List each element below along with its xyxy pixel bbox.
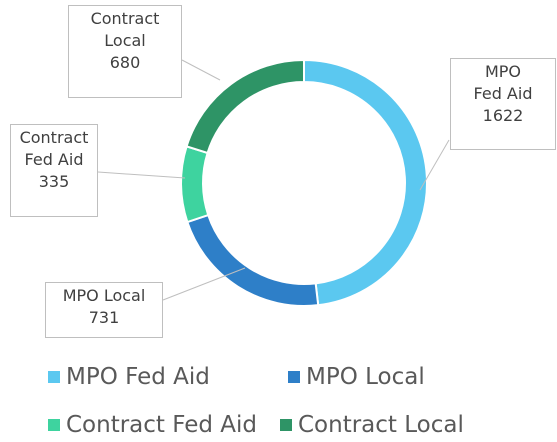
slice [303, 58, 428, 307]
legend-item: MPO Fed Aid [48, 364, 210, 390]
leader-line [181, 59, 221, 81]
legend-swatch [48, 371, 60, 383]
legend-item: MPO Local [288, 364, 425, 390]
leader-line [97, 171, 186, 179]
data-label: Contract Local 680 [68, 5, 182, 98]
slice [185, 58, 305, 155]
data-label: Contract Fed Aid 335 [10, 124, 98, 217]
legend-item: Contract Local [280, 412, 464, 438]
data-label: MPO Local 731 [45, 282, 163, 338]
leader-line [419, 139, 450, 191]
slice [180, 145, 210, 224]
slice [186, 213, 320, 307]
legend-swatch [288, 371, 300, 383]
legend-swatch [280, 419, 292, 431]
legend-swatch [48, 419, 60, 431]
data-label: MPO Fed Aid 1622 [450, 58, 556, 150]
legend-item: Contract Fed Aid [48, 412, 257, 438]
leader-line [162, 267, 246, 301]
